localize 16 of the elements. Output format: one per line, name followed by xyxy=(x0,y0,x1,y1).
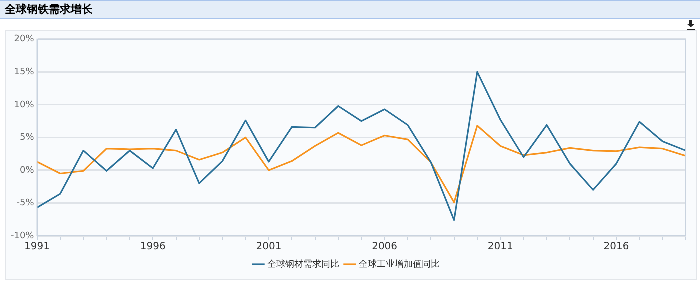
x-tick-label: 2001 xyxy=(256,242,282,253)
x-tick-label: 1996 xyxy=(140,242,166,253)
x-tick-label: 1991 xyxy=(24,242,50,253)
x-tick-label: 2016 xyxy=(604,242,630,253)
x-tick-label: 2006 xyxy=(372,242,398,253)
y-tick-label: 0% xyxy=(20,166,35,176)
y-tick-label: 5% xyxy=(20,133,35,144)
legend-label: 全球钢材需求同比 xyxy=(268,258,340,270)
y-tick-label: 20% xyxy=(14,34,35,45)
y-tick-label: -10% xyxy=(10,231,35,242)
legend-label: 全球工业增加值同比 xyxy=(359,258,440,270)
y-tick-label: -5% xyxy=(16,198,35,209)
x-tick-label: 2011 xyxy=(488,242,514,253)
chart-title: 全球钢铁需求增长 xyxy=(0,0,700,19)
y-tick-label: 15% xyxy=(14,68,35,78)
y-tick-label: 10% xyxy=(14,100,35,110)
